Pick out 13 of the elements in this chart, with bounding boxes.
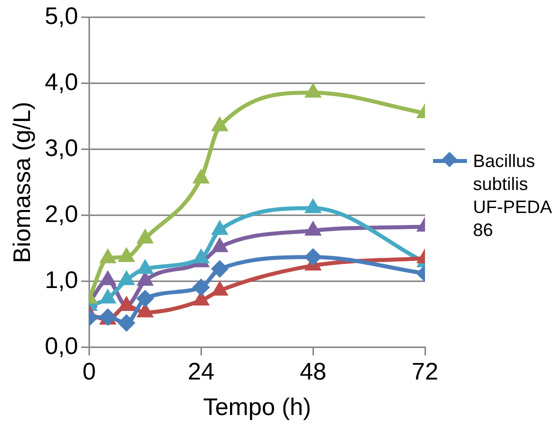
x-axis-title: Tempo (h) — [203, 394, 312, 422]
x-tick-label: 72 — [412, 358, 438, 386]
x-tick-label: 24 — [188, 358, 214, 386]
y-tick-label: 2,0 — [44, 201, 78, 228]
y-tick-label: 1,0 — [44, 267, 78, 294]
y-tick-label: 3,0 — [44, 135, 78, 162]
y-tick-label: 5,0 — [44, 3, 78, 30]
legend-label: Bacillus subtilis UF-PEDA 86 — [473, 150, 552, 242]
y-tick-label: 4,0 — [44, 69, 78, 96]
y-axis-title: Biomassa (g/L) — [9, 102, 36, 264]
y-tick-label: 0,0 — [44, 333, 78, 360]
x-tick-label: 48 — [300, 358, 326, 386]
x-tick-label: 0 — [82, 358, 96, 386]
